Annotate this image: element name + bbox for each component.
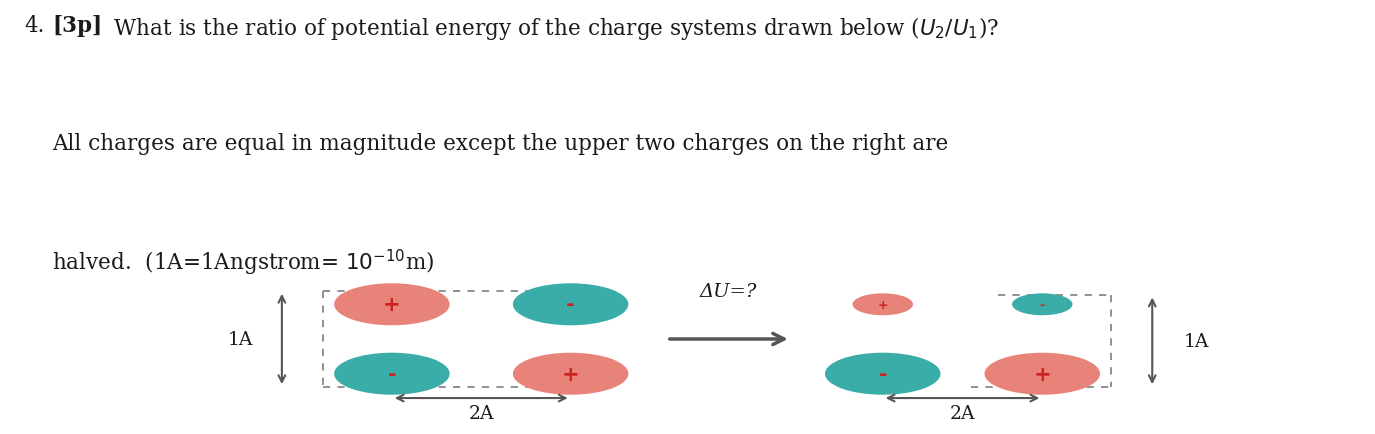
Text: 1A: 1A bbox=[1184, 332, 1209, 350]
Text: halved.  (1A=1Angstrom= $10^{-10}$m): halved. (1A=1Angstrom= $10^{-10}$m) bbox=[52, 247, 435, 277]
Text: 1A: 1A bbox=[228, 330, 253, 348]
Ellipse shape bbox=[513, 353, 628, 395]
Ellipse shape bbox=[334, 284, 450, 326]
Text: 2A: 2A bbox=[950, 404, 975, 422]
Text: +: + bbox=[877, 298, 888, 311]
Text: 2A: 2A bbox=[469, 404, 494, 422]
Text: [3p]: [3p] bbox=[52, 15, 103, 37]
Ellipse shape bbox=[852, 294, 913, 316]
Ellipse shape bbox=[334, 353, 450, 395]
Ellipse shape bbox=[1012, 294, 1072, 316]
Text: All charges are equal in magnitude except the upper two charges on the right are: All charges are equal in magnitude excep… bbox=[52, 132, 949, 155]
Text: +: + bbox=[1034, 364, 1050, 384]
Text: ΔU=?: ΔU=? bbox=[700, 283, 758, 301]
Text: -: - bbox=[1040, 298, 1045, 311]
Text: +: + bbox=[562, 364, 579, 384]
Text: -: - bbox=[566, 295, 575, 315]
Text: +: + bbox=[384, 295, 400, 315]
Text: What is the ratio of potential energy of the charge systems drawn below ($U_2/U_: What is the ratio of potential energy of… bbox=[107, 15, 1000, 42]
Text: -: - bbox=[879, 364, 887, 384]
Ellipse shape bbox=[984, 353, 1100, 395]
Text: 4.: 4. bbox=[25, 15, 45, 37]
Text: -: - bbox=[388, 364, 396, 384]
Ellipse shape bbox=[825, 353, 941, 395]
Ellipse shape bbox=[513, 284, 628, 326]
